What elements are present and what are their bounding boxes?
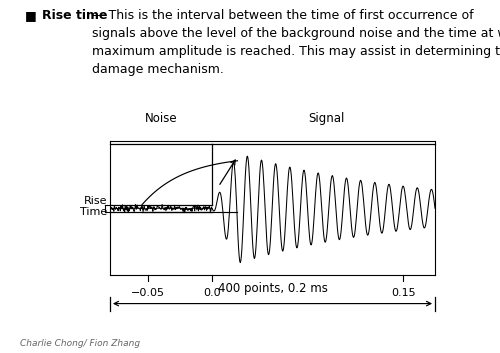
Text: Charlie Chong/ Fion Zhang: Charlie Chong/ Fion Zhang: [20, 339, 140, 348]
Text: Rise
Time: Rise Time: [80, 196, 108, 217]
Text: Rise time: Rise time: [42, 9, 108, 22]
Text: Noise: Noise: [144, 112, 178, 125]
Text: −0.05: −0.05: [131, 288, 165, 298]
Text: ■: ■: [25, 9, 37, 22]
Text: 0.0: 0.0: [203, 288, 221, 298]
Text: 0.15: 0.15: [391, 288, 415, 298]
Text: Signal: Signal: [308, 112, 345, 125]
Text: 400 points, 0.2 ms: 400 points, 0.2 ms: [218, 282, 328, 295]
Text: — This is the interval between the time of first occurrence of
signals above the: — This is the interval between the time …: [92, 9, 500, 76]
